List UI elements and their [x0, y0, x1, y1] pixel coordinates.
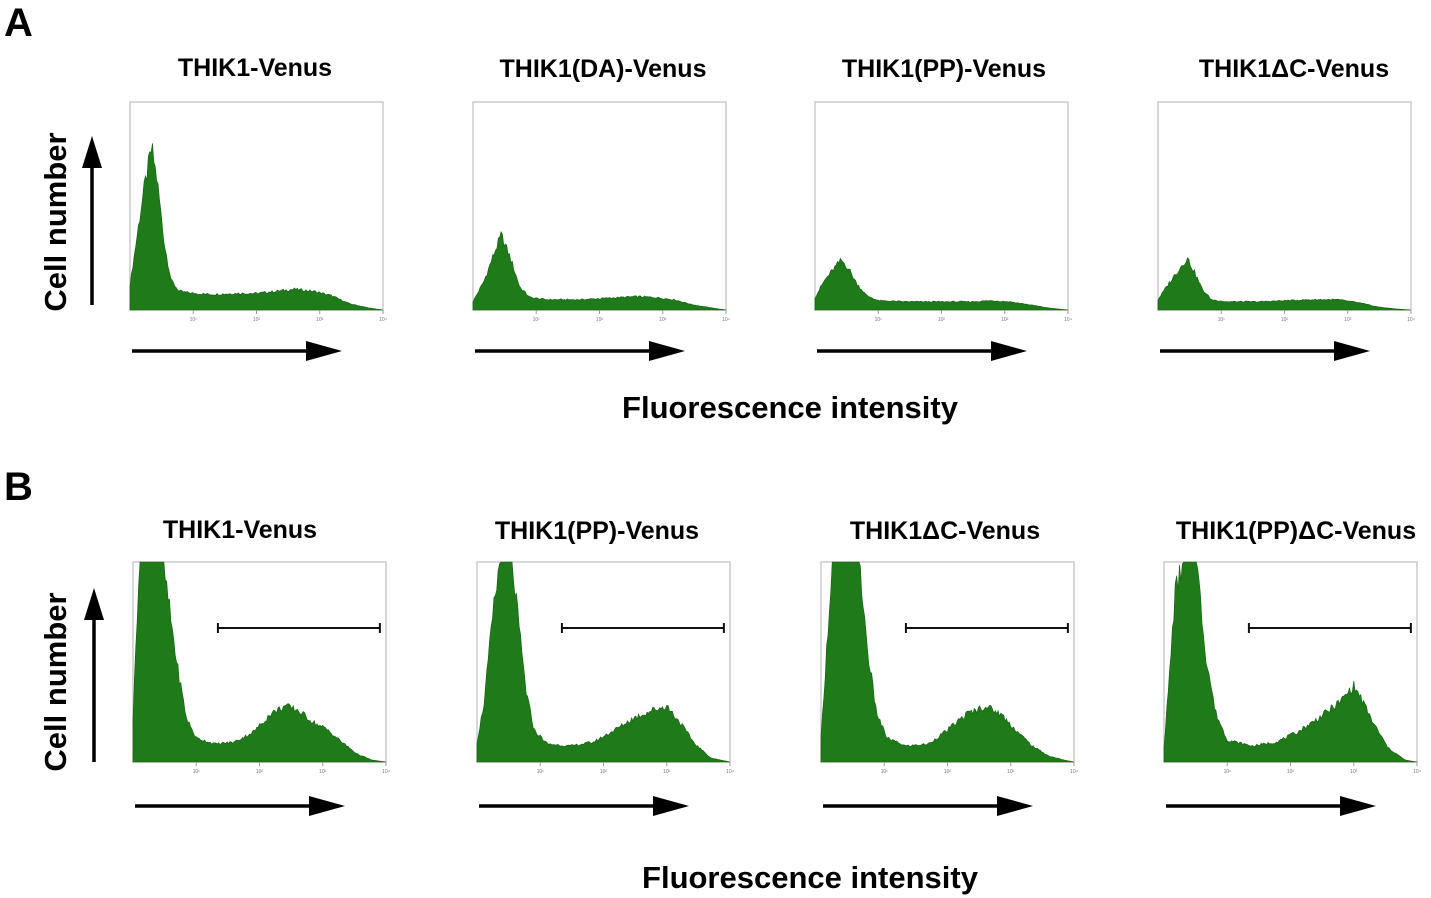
x-tick-label: 10³ [1007, 769, 1015, 775]
x-tick-label: 10³ [319, 769, 327, 775]
plot-title: THIK1ΔC-Venus [850, 517, 1040, 545]
x-tick-label: 10² [600, 769, 608, 775]
x-tick-label: 10⁴ [379, 317, 387, 323]
x-axis-arrowhead [1340, 796, 1376, 816]
x-tick-label: 10³ [1350, 769, 1358, 775]
y-axis-arrowhead-a [82, 136, 102, 168]
x-tick-label: 10¹ [533, 317, 541, 323]
x-axis-label-a: Fluorescence intensity [622, 390, 959, 425]
x-axis-arrowhead [997, 796, 1033, 816]
x-tick-label: 10² [944, 769, 952, 775]
x-tick-label: 10³ [1001, 317, 1009, 323]
plot-title: THIK1(PP)ΔC-Venus [1176, 517, 1416, 545]
histogram-area [476, 561, 731, 763]
x-tick-label: 10³ [663, 769, 671, 775]
x-tick-label: 10³ [1344, 317, 1352, 323]
panel-a-label: A [4, 1, 33, 45]
plot-title: THIK1(PP)-Venus [495, 517, 699, 545]
x-tick-label: 10⁴ [382, 769, 390, 775]
x-tick-label: 10² [1287, 769, 1295, 775]
x-tick-label: 10¹ [193, 769, 201, 775]
x-axis-arrowhead [991, 341, 1027, 361]
x-tick-label: 10² [1281, 317, 1289, 323]
histogram-area [820, 561, 1075, 763]
y-axis-label-b: Cell number [38, 592, 73, 771]
x-axis-arrowhead [649, 341, 685, 361]
x-tick-label: 10⁴ [1070, 769, 1078, 775]
x-tick-label: 10¹ [537, 769, 545, 775]
histogram-area [814, 257, 1069, 311]
x-axis-label-b: Fluorescence intensity [642, 860, 979, 895]
x-tick-label: 10⁴ [1064, 317, 1072, 323]
histogram-area [1157, 257, 1412, 311]
plot-title: THIK1-Venus [178, 54, 332, 82]
panel-b-label: B [4, 465, 33, 509]
x-tick-label: 10⁴ [1407, 317, 1415, 323]
histogram-area [472, 230, 727, 311]
plot-title: THIK1ΔC-Venus [1199, 55, 1389, 83]
x-tick-label: 10⁴ [726, 769, 734, 775]
y-axis-label-a: Cell number [38, 132, 73, 311]
histogram-area [132, 561, 387, 763]
x-tick-label: 10² [253, 317, 261, 323]
x-axis-arrowhead [1334, 341, 1370, 361]
x-axis-arrowhead [306, 341, 342, 361]
histogram-area [1163, 561, 1418, 763]
histogram-plots: THIK1-Venus 10¹ 10² 10³ 10⁴ THIK1(DA)-Venus 10… [129, 54, 1421, 816]
x-tick-label: 10² [938, 317, 946, 323]
plot-title: THIK1(PP)-Venus [842, 55, 1046, 83]
x-tick-label: 10¹ [1218, 317, 1226, 323]
histogram-area [129, 143, 384, 311]
x-tick-label: 10¹ [1224, 769, 1232, 775]
x-tick-label: 10² [256, 769, 264, 775]
x-tick-label: 10¹ [190, 317, 198, 323]
x-axis-arrowhead [309, 796, 345, 816]
x-tick-label: 10¹ [881, 769, 889, 775]
x-tick-label: 10⁴ [722, 317, 730, 323]
x-tick-label: 10⁴ [1413, 769, 1421, 775]
y-axis-arrowhead-b [84, 588, 104, 620]
x-tick-label: 10³ [659, 317, 667, 323]
x-tick-label: 10¹ [875, 317, 883, 323]
plot-title: THIK1(DA)-Venus [500, 55, 707, 83]
x-tick-label: 10³ [316, 317, 324, 323]
x-tick-label: 10² [596, 317, 604, 323]
plot-title: THIK1-Venus [163, 516, 317, 544]
x-axis-arrowhead [653, 796, 689, 816]
